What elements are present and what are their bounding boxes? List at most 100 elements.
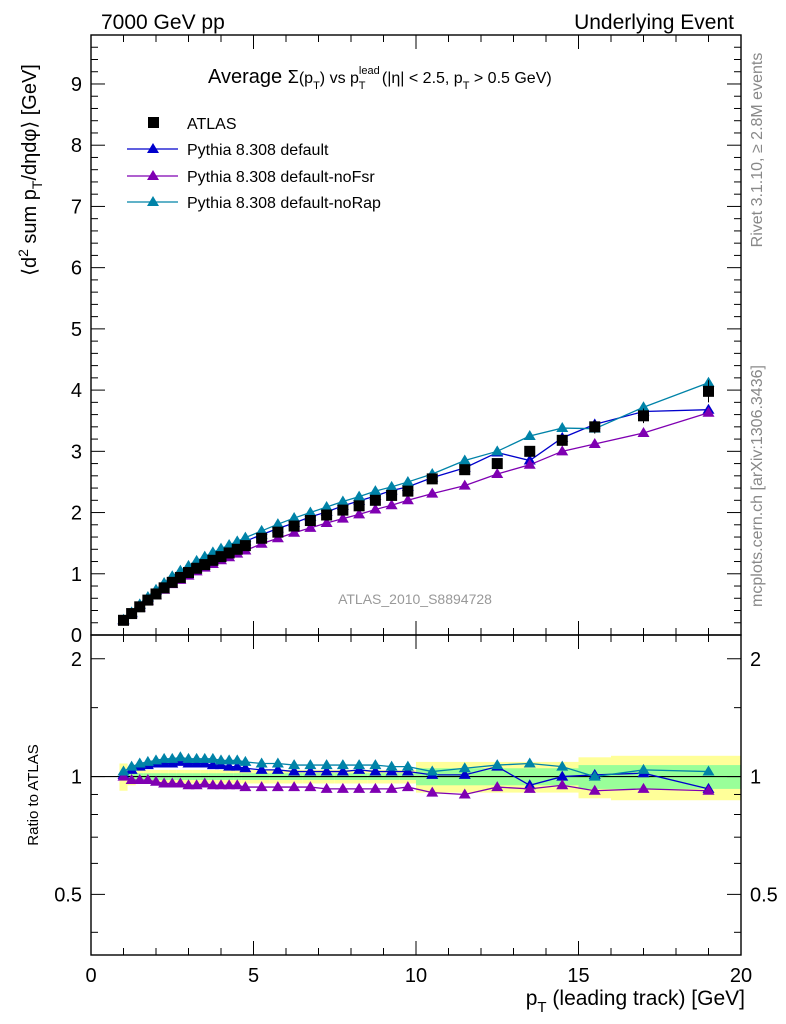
ratio-point-norap xyxy=(223,754,236,765)
ratio-point-nofsr xyxy=(239,781,252,792)
point-atlas xyxy=(556,434,568,446)
ratio-point-nofsr xyxy=(231,779,244,790)
point-atlas xyxy=(231,543,243,555)
ratio-point-default xyxy=(556,770,569,781)
point-atlas xyxy=(207,554,219,566)
ylabel-open: ⟨d xyxy=(19,257,41,276)
ratio-point-norap xyxy=(491,759,504,770)
ratio-point-nofsr xyxy=(125,773,138,784)
ratio-line-default xyxy=(123,761,709,790)
point-atlas xyxy=(142,594,154,606)
point-atlas xyxy=(150,588,162,600)
ratio-point-norap xyxy=(239,755,252,766)
point-norap xyxy=(385,480,398,491)
point-atlas xyxy=(321,509,333,521)
point-atlas xyxy=(166,576,178,588)
ratio-point-nofsr xyxy=(353,782,366,793)
xlabel-main: p xyxy=(526,987,538,1010)
point-atlas xyxy=(589,421,601,433)
ratio-point-norap xyxy=(426,765,439,776)
rivet-label: Rivet 3.1.10, ≥ 2.8M events xyxy=(749,53,766,248)
ratio-point-nofsr xyxy=(141,773,154,784)
xlabel-rest: (leading track) [GeV] xyxy=(547,987,745,1010)
ratio-point-nofsr xyxy=(182,779,195,790)
ratio-point-default xyxy=(223,760,236,771)
point-norap xyxy=(491,445,504,456)
title-pt-close: ) xyxy=(320,70,325,87)
y-axis-label: ⟨d2 sum pT/dηdφ⟩ [GeV] xyxy=(15,64,45,276)
x-tick-label: 20 xyxy=(730,965,752,987)
point-nofsr xyxy=(385,499,398,510)
ratio-point-nofsr xyxy=(255,781,268,792)
point-nofsr xyxy=(458,479,471,490)
series-line-norap xyxy=(123,382,709,621)
point-nofsr xyxy=(702,406,715,417)
ratio-point-norap xyxy=(304,759,317,770)
ratio-point-default xyxy=(336,765,349,776)
ylabel-sub: T xyxy=(29,180,45,189)
ratio-point-nofsr xyxy=(426,786,439,797)
ratio-point-nofsr xyxy=(491,781,504,792)
title-pt-sub: T xyxy=(313,80,320,92)
title-lead-sub: T xyxy=(359,80,366,92)
point-atlas xyxy=(459,464,471,476)
ratio-point-norap xyxy=(369,759,382,770)
point-atlas xyxy=(369,494,381,506)
point-atlas xyxy=(304,515,316,527)
point-norap xyxy=(288,512,301,523)
ratio-point-norap xyxy=(125,760,138,771)
point-atlas xyxy=(353,500,365,512)
mcplots-label: mcplots.cern.ch [arXiv:1306.3436] xyxy=(749,365,766,607)
point-nofsr xyxy=(523,458,536,469)
point-norap xyxy=(523,430,536,441)
legend-marker-nofsr xyxy=(147,170,159,180)
ratio-point-nofsr xyxy=(174,777,187,788)
point-atlas xyxy=(134,601,146,613)
ratio-point-nofsr xyxy=(556,779,569,790)
ratio-point-nofsr xyxy=(385,782,398,793)
ratio-point-norap xyxy=(401,760,414,771)
point-atlas xyxy=(426,473,438,485)
ratio-line-nofsr xyxy=(123,775,709,796)
point-atlas xyxy=(191,562,203,574)
ratio-point-norap xyxy=(385,760,398,771)
point-atlas xyxy=(524,445,536,457)
ratio-point-nofsr xyxy=(588,784,601,795)
ratio-point-nofsr xyxy=(336,782,349,793)
axes: 0 5 10 15 20 0 1 2 3 4 5 6 7 8 9 0.5 0.5 1 1 2 2 xyxy=(54,34,778,987)
series-line-nofsr xyxy=(123,412,709,621)
y-tick-label: 5 xyxy=(71,319,82,341)
ratio-point-norap xyxy=(288,759,301,770)
ratio-point-norap xyxy=(523,757,536,768)
ratio-point-nofsr xyxy=(288,781,301,792)
point-nofsr xyxy=(320,516,333,527)
ratio-point-nofsr xyxy=(702,784,715,795)
legend-label-default: Pythia 8.308 default xyxy=(187,142,329,159)
point-atlas xyxy=(158,582,170,594)
ratio-tick-label: 1 xyxy=(71,767,82,789)
ratio-point-nofsr xyxy=(458,788,471,799)
point-atlas xyxy=(118,614,129,626)
ratio-point-norap xyxy=(353,759,366,770)
ratio-point-nofsr xyxy=(158,777,171,788)
ratio-point-norap xyxy=(198,752,211,763)
point-atlas xyxy=(256,532,268,544)
ratio-tick-label: 0.5 xyxy=(54,884,82,906)
ylabel-sup: 2 xyxy=(15,249,31,257)
point-norap xyxy=(637,401,650,412)
ratio-point-nofsr xyxy=(369,782,382,793)
y-tick-label: 1 xyxy=(71,564,82,586)
ratio-point-norap xyxy=(320,759,333,770)
point-atlas xyxy=(402,485,414,497)
point-nofsr xyxy=(588,437,601,448)
ratio-point-nofsr xyxy=(166,777,179,788)
legend-marker-atlas xyxy=(148,117,159,128)
point-atlas xyxy=(386,489,398,501)
point-nofsr xyxy=(353,508,366,519)
ratio-point-norap xyxy=(206,752,219,763)
x-tick-label: 0 xyxy=(85,965,96,987)
ratio-point-norap xyxy=(588,770,601,781)
ratio-point-norap xyxy=(702,765,715,776)
title-pt-open: (p xyxy=(299,70,313,87)
